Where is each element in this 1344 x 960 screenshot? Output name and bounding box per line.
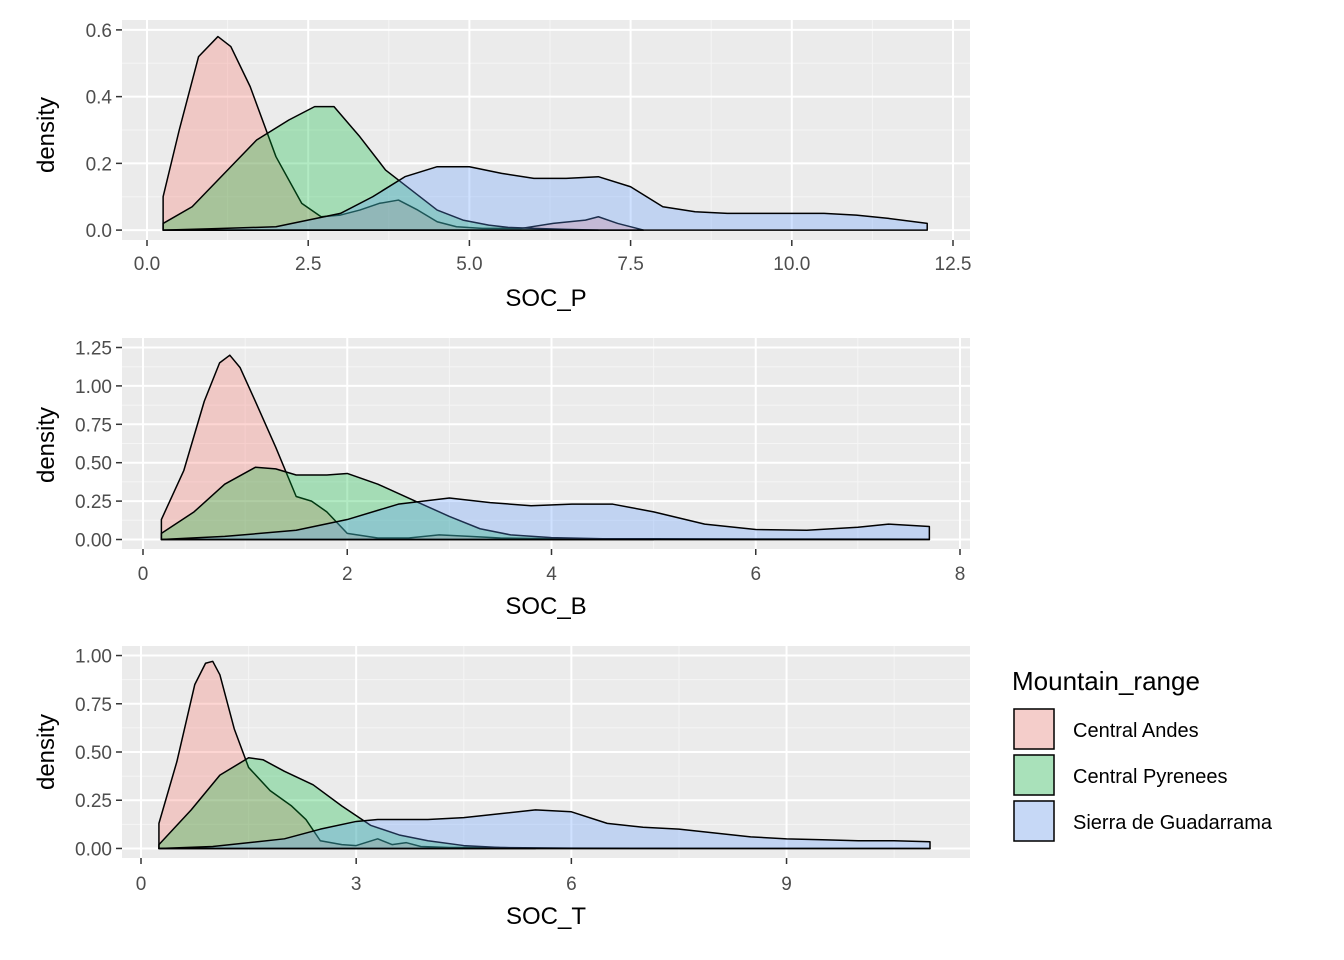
y-tick-label: 0.25 — [75, 492, 112, 513]
y-tick-label: 1.25 — [75, 338, 112, 359]
y-axis-title: density — [33, 714, 60, 790]
legend-item-central-pyrenees: Central Pyrenees — [1013, 754, 1228, 796]
y-tick-label: 0.00 — [75, 839, 112, 860]
y-tick-label: 0.2 — [86, 154, 112, 175]
x-tick-label: 0 — [138, 564, 149, 585]
x-tick-label: 7.5 — [617, 254, 643, 275]
legend-item-sierra-de-guadarrama: Sierra de Guadarrama — [1013, 800, 1273, 842]
density-area-central-andes — [162, 35, 645, 231]
x-tick-label: 12.5 — [935, 254, 972, 275]
y-tick-label: 0.00 — [75, 531, 112, 552]
density-area-sierra-de-guadarrama — [162, 165, 928, 231]
legend-key-background — [1013, 708, 1055, 750]
y-tick-label: 1.00 — [75, 647, 112, 668]
legend-swatch — [1013, 800, 1055, 842]
x-tick-label: 10.0 — [773, 254, 810, 275]
x-tick-label: 4 — [546, 564, 557, 585]
y-tick-label: 0.0 — [86, 221, 112, 242]
y-tick-label: 0.75 — [75, 415, 112, 436]
y-tick-label: 0.50 — [75, 454, 112, 475]
density-area-sierra-de-guadarrama — [160, 497, 931, 541]
density-area-sierra-de-guadarrama — [158, 809, 931, 850]
x-tick-label: 2 — [342, 564, 353, 585]
legend-swatch — [1013, 754, 1055, 796]
legend: Mountain_range Central Andes Central Pyre… — [1012, 666, 1273, 842]
y-tick-label: 0.50 — [75, 743, 112, 764]
y-tick-label: 1.00 — [75, 377, 112, 398]
y-axis-title: density — [33, 407, 60, 483]
legend-key-background — [1013, 800, 1055, 842]
x-tick-label: 0.0 — [134, 254, 160, 275]
x-tick-label: 5.0 — [456, 254, 482, 275]
legend-label: Sierra de Guadarrama — [1073, 812, 1273, 834]
x-axis-title: SOC_T — [506, 903, 586, 930]
legend-title: Mountain_range — [1012, 666, 1200, 696]
x-tick-label: 6 — [566, 874, 577, 895]
x-tick-label: 9 — [781, 874, 792, 895]
y-tick-label: 0.6 — [86, 21, 112, 42]
x-tick-label: 3 — [351, 874, 362, 895]
legend-key-background — [1013, 754, 1055, 796]
y-axis-title: density — [33, 97, 60, 173]
legend-label: Central Pyrenees — [1073, 766, 1228, 788]
legend-item-central-andes: Central Andes — [1013, 708, 1199, 750]
panels: 0.0 2.5 5.0 7.5 10.0 12.50.00.20.40.6SOC_Pden… — [33, 20, 971, 930]
legend-swatch — [1013, 708, 1055, 750]
x-axis-title: SOC_B — [505, 593, 586, 620]
y-tick-label: 0.75 — [75, 695, 112, 716]
x-tick-label: 6 — [750, 564, 761, 585]
density-area-central-pyrenees — [158, 757, 537, 850]
y-tick-label: 0.25 — [75, 791, 112, 812]
density-area-central-pyrenees — [162, 105, 600, 231]
x-tick-label: 8 — [955, 564, 966, 585]
x-axis-title: SOC_P — [505, 285, 586, 312]
panel-soc-t: 0 3 6 9 0.00 0.25 0.50 0.75 1.00 SOC_T density — [33, 646, 970, 930]
panel-soc-p: 0.0 2.5 5.0 7.5 10.0 12.5 0.0 0.2 0.4 0.6 SOC_P den… — [33, 20, 971, 312]
legend-label: Central Andes — [1073, 720, 1199, 742]
legend-items: Central Andes Central Pyrenees Sierra de G… — [1013, 708, 1273, 842]
y-tick-label: 0.4 — [86, 88, 113, 109]
x-tick-label: 2.5 — [295, 254, 321, 275]
x-tick-label: 0 — [136, 874, 147, 895]
panel-soc-b: 0 2 4 6 8 0.00 0.25 0.50 0.75 1.00 1.25 SOC_B densit… — [33, 338, 970, 620]
